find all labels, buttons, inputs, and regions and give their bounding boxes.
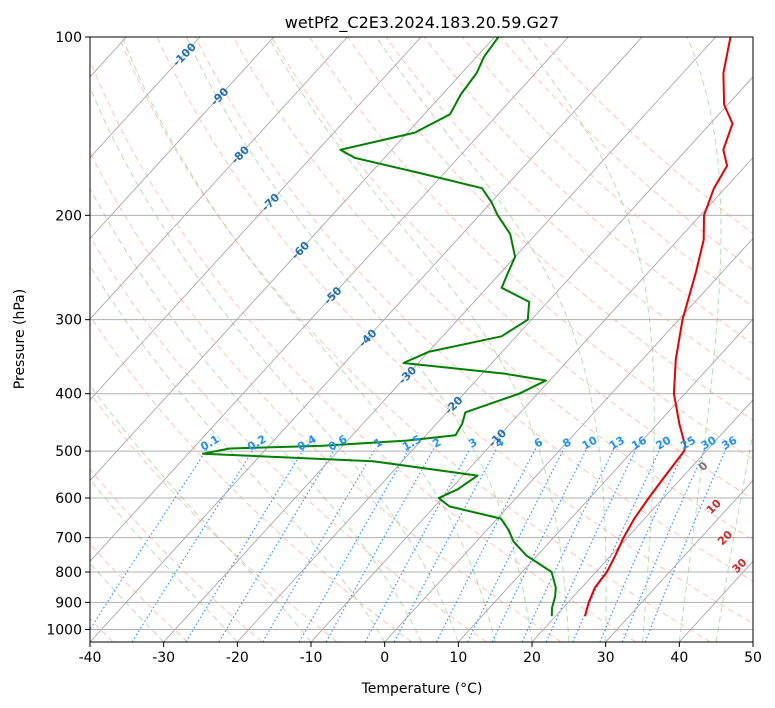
mixing-ratio-line <box>90 448 208 631</box>
x-tick-label: -40 <box>79 650 102 666</box>
isotherm <box>90 37 275 240</box>
moist-adiabat <box>519 37 655 642</box>
x-tick-label: 10 <box>449 650 467 666</box>
dry-adiabats <box>90 37 753 642</box>
x-tick-label: 0 <box>380 650 389 666</box>
moist-adiabat <box>90 86 459 642</box>
dry-adiabat <box>309 37 753 460</box>
dry-adiabat <box>385 37 753 383</box>
y-tick-label: 100 <box>55 30 82 46</box>
plot-frame <box>89 36 754 643</box>
dewpoint-line <box>201 37 557 617</box>
isotherm <box>310 156 753 642</box>
dry-adiabat <box>194 37 753 582</box>
x-tick-label: 20 <box>523 650 541 666</box>
moist-adiabat <box>90 264 386 642</box>
mixing-ratio-line <box>521 448 615 642</box>
isotherms <box>90 37 753 642</box>
y-tick-label: 900 <box>55 595 82 611</box>
isotherm <box>90 37 348 320</box>
isotherm <box>384 237 753 642</box>
y-tick-label: 400 <box>55 387 82 403</box>
dry-adiabat <box>118 37 711 642</box>
isotherm <box>90 37 496 482</box>
isotherm <box>90 37 422 401</box>
mixing-ratio-line <box>185 448 305 642</box>
dry-adiabat <box>347 37 753 421</box>
moist-adiabat <box>267 37 570 642</box>
moist-adiabat <box>185 37 533 642</box>
mixing-ratio-line <box>262 448 376 642</box>
dry-adiabat <box>156 37 753 624</box>
isotherm <box>605 479 753 642</box>
isotherm <box>458 318 753 642</box>
mixing-ratio-line <box>545 448 637 642</box>
x-tick-label: 40 <box>670 650 688 666</box>
dry-adiabat <box>90 59 637 642</box>
moist-adiabat-label: 40 <box>751 584 771 604</box>
pressure-gridlines <box>90 37 753 630</box>
x-axis-label: Temperature (°C) <box>361 681 483 697</box>
mixing-ratio-line <box>393 448 498 642</box>
x-tick-label: 50 <box>744 650 762 666</box>
dry-adiabat <box>90 543 189 642</box>
dry-adiabat <box>90 151 562 642</box>
moist-adiabat <box>375 37 607 642</box>
mixing-ratio-line <box>364 448 471 642</box>
y-axis-label: Pressure (hPa) <box>12 289 28 389</box>
y-tick-label: 300 <box>55 313 82 329</box>
isotherm <box>163 37 717 642</box>
isotherm <box>90 37 569 562</box>
moist-adiabats <box>90 37 753 642</box>
y-tick-label: 700 <box>55 531 82 547</box>
y-axis-ticks: 100 200 300 400 500 600 700 800 900 1000 <box>46 30 90 638</box>
moist-adiabat <box>121 37 496 642</box>
chart-title: wetPf2_C2E3.2024.183.20.59.G27 <box>285 13 559 33</box>
x-tick-label: -10 <box>300 650 323 666</box>
profile-series <box>201 37 734 617</box>
y-tick-label: 500 <box>55 444 82 460</box>
moist-adiabat <box>678 37 722 642</box>
x-tick-label: 30 <box>597 650 615 666</box>
y-tick-label: 800 <box>55 565 82 581</box>
isotherm <box>90 37 201 159</box>
y-tick-label: 200 <box>55 208 82 224</box>
x-tick-label: -30 <box>152 650 175 666</box>
isotherm <box>237 76 753 642</box>
dry-adiabat <box>232 37 753 541</box>
dry-adiabat <box>90 468 263 642</box>
moist-adiabat <box>90 187 422 642</box>
isotherm <box>90 37 643 642</box>
dry-adiabat <box>90 235 487 642</box>
x-axis-ticks: -40 -30 -20 -10 0 10 20 30 40 50 <box>79 642 762 666</box>
y-tick-label: 1000 <box>46 622 82 638</box>
moist-adiabat <box>715 430 753 642</box>
temperature-line <box>584 37 734 617</box>
x-tick-label: -20 <box>226 650 249 666</box>
mixing-ratio-line <box>435 448 537 642</box>
y-tick-label: 600 <box>55 491 82 507</box>
isotherm <box>531 399 753 642</box>
dry-adiabat <box>271 37 753 500</box>
plot-area: 0.1 0.2 0.4 0.6 1 1.5 2 3 4 6 8 10 13 16 20 25 30 36-100-… <box>90 37 771 642</box>
